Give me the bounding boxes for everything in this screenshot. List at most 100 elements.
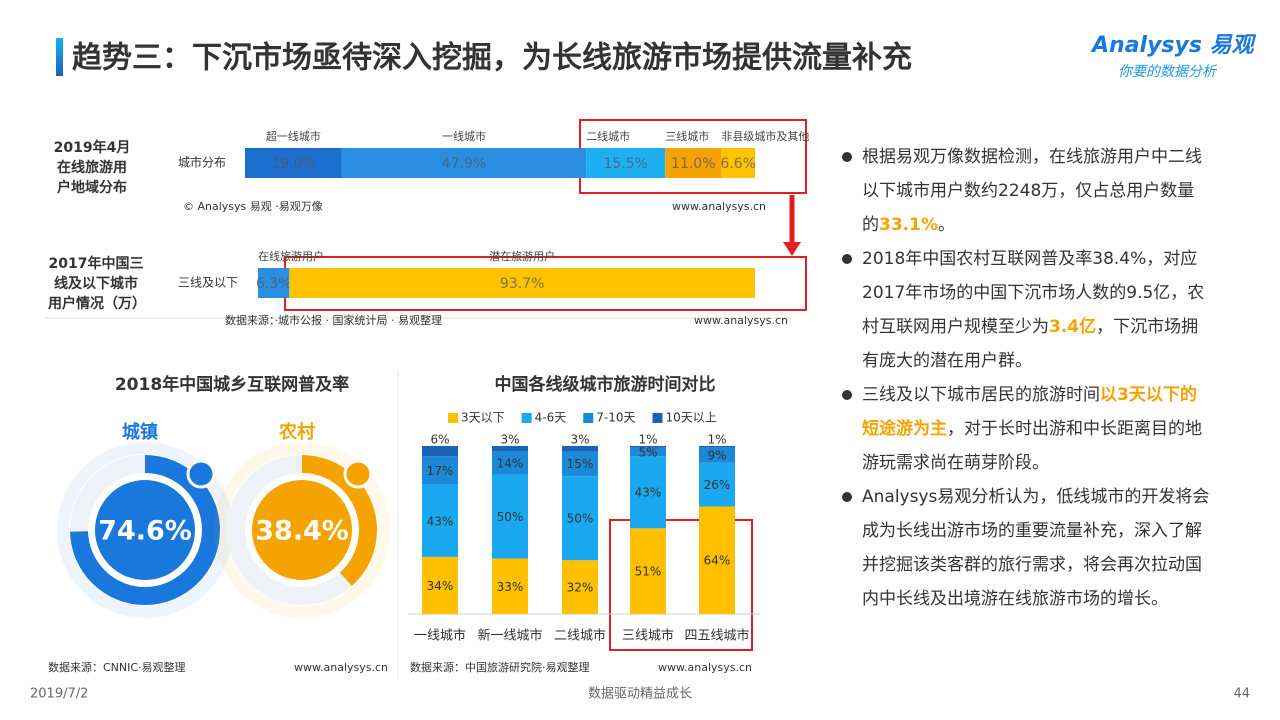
bar-segment (289, 268, 755, 298)
value-label: 15% (567, 457, 594, 471)
bullet-text: ，下沉市场拥有庞大的潜在用户群。 (862, 317, 1199, 371)
legend-swatch (652, 413, 663, 423)
legend-label: 4-6天 (535, 411, 567, 425)
value-label: 43% (427, 514, 454, 528)
source-url: www.analysys.cn (294, 661, 388, 674)
highlight-box (609, 519, 753, 651)
bar-segment (586, 148, 666, 178)
value-label: 43% (635, 486, 662, 500)
category-label: 农村 (278, 421, 315, 443)
bullet-text: 2018年中国农村互联网普及率38.4%，对应2017年市场的中国下沉市场人数的… (862, 249, 1205, 337)
value-label: 14% (497, 456, 524, 470)
legend-swatch (583, 413, 594, 423)
bar-segment (562, 446, 598, 452)
bullet-text: 三线及以下城市居民的旅游时间 (862, 385, 1100, 405)
bar-segment (422, 484, 458, 557)
bar-segment (630, 528, 666, 614)
bullet-text: 根据易观万像数据检测，在线旅游用户中二线以下城市用户数约2248万，仅占总用户数… (862, 147, 1202, 235)
value-label: 34% (427, 579, 454, 593)
chart-title: 2019年4月在线旅游用户地域分布 (53, 140, 131, 196)
page-number: 44 (1233, 687, 1250, 702)
bar-segment (562, 476, 598, 561)
legend-label: 超一线城市 (266, 129, 321, 143)
category-label: 城市分布 (178, 155, 226, 170)
bullet: Analysys易观分析认为，低线城市的开发将会成为长线出游市场的重要流量补充，… (838, 480, 1210, 616)
value-label: 26% (704, 478, 731, 492)
value-label: 11.0% (671, 156, 715, 172)
value-label: 5% (638, 445, 657, 459)
bar-segment (245, 148, 342, 178)
x-tick-label: 三线城市 (622, 628, 674, 644)
chart-title: 2018年中国城乡互联网普及率 (115, 374, 349, 395)
bar-segment (630, 447, 666, 457)
legend-label: 二线城市 (586, 129, 630, 143)
donut-core (95, 480, 195, 580)
x-tick-label: 四五线城市 (684, 628, 749, 644)
bar-segment (699, 447, 735, 463)
value-label: 32% (567, 581, 594, 595)
donut-halo (214, 442, 390, 618)
bar-segment (665, 148, 722, 178)
value-label: 51% (635, 565, 662, 579)
value-label: 15.5% (603, 156, 647, 172)
bar-segment (630, 456, 666, 529)
donut-core (252, 480, 352, 580)
bar-segment (492, 446, 528, 452)
footer-date: 2019/7/2 (30, 687, 88, 702)
category-label: 城镇 (122, 421, 158, 443)
bar-segment (258, 268, 290, 298)
value-label: 38.4% (255, 516, 349, 547)
value-label: 64% (704, 554, 731, 568)
bullet-text: Analysys易观分析认为，低线城市的开发将会成为长线出游市场的重要流量补充，… (862, 487, 1210, 609)
value-label: 50% (497, 510, 524, 524)
bullet: 三线及以下城市居民的旅游时间以3天以下的短途游为主，对于长时出游和中长距离目的地… (838, 378, 1210, 480)
legend-label: 潜在旅游用户 (489, 249, 555, 263)
legend-label: 在线旅游用户 (258, 249, 324, 263)
bar-segment (562, 451, 598, 477)
bar-segment (699, 462, 735, 507)
legend-swatch (521, 413, 532, 423)
bar-segment (492, 451, 528, 475)
legend-label: 7-10天 (596, 411, 635, 425)
bar-segment (422, 446, 458, 457)
value-label: 6.3% (256, 276, 292, 292)
bar-segment (699, 506, 735, 614)
highlight-text: 3.4亿 (1049, 317, 1097, 337)
highlight-text: 33.1% (879, 215, 938, 235)
bar-segment (721, 148, 755, 178)
bullet: 2018年中国农村互联网普及率38.4%，对应2017年市场的中国下沉市场人数的… (838, 242, 1210, 378)
value-label: 74.6% (98, 516, 192, 547)
page-title: 趋势三：下沉市场亟待深入挖掘，为长线旅游市场提供流量补充 (72, 41, 912, 76)
value-label: 33% (497, 580, 524, 594)
legend-label: 三线城市 (665, 129, 709, 143)
logo: Analysys 易观 (1090, 33, 1257, 58)
donut-arc (70, 455, 220, 605)
source: 数据来源：中国旅游研究院·易观整理 (410, 660, 590, 674)
chart-title: 中国各线级城市旅游时间对比 (495, 374, 716, 395)
source: 数据来源：CNNIC·易观整理 (48, 660, 186, 674)
category-label: 三线及以下 (178, 276, 238, 290)
value-label: 17% (427, 464, 454, 478)
value-label: 9% (707, 449, 726, 463)
bar-segment (422, 456, 458, 485)
legend-label: 10天以上 (666, 411, 717, 425)
value-label: 6.6% (720, 156, 756, 172)
highlight-text: 以3天以下的短途游为主 (862, 385, 1197, 439)
value-label: 6% (430, 433, 449, 447)
value-label: 1% (638, 433, 657, 447)
chart-title: 2017年中国三线及以下城市用户情况（万） (48, 256, 146, 312)
source-url: www.analysys.cn (672, 200, 766, 213)
icon (186, 459, 216, 489)
bar-segment (422, 556, 458, 614)
bar-segment (492, 558, 528, 614)
bullet-text: ，对于长时出游和中长距离目的地游玩需求尚在萌芽阶段。 (862, 419, 1202, 473)
legend-swatch (448, 413, 458, 423)
donut-arc (227, 455, 377, 605)
value-label: 1% (707, 433, 726, 447)
footer-slogan: 数据驱动精益成长 (588, 687, 692, 702)
value-label: 93.7% (500, 276, 544, 292)
legend-label: 非县级城市及其他 (721, 129, 809, 143)
source: © Analysys 易观 ·易观万像 (183, 200, 323, 213)
